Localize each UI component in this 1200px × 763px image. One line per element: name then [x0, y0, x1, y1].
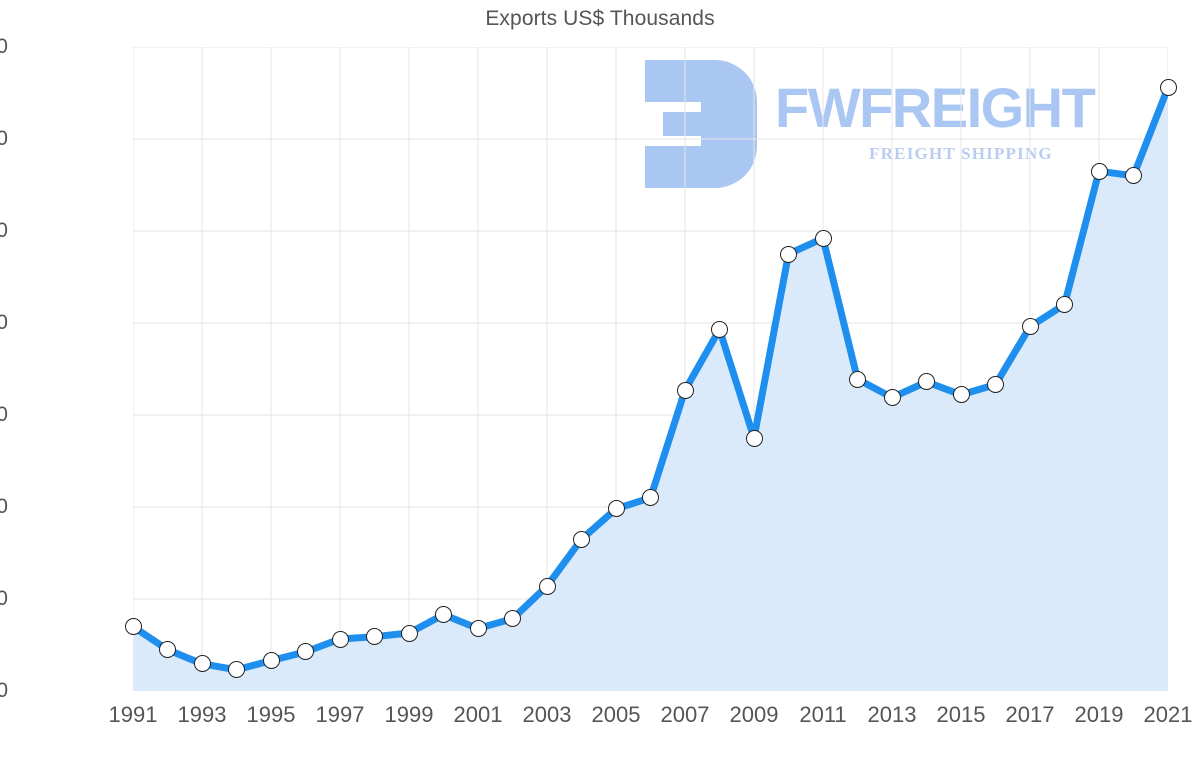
- data-point-marker[interactable]: [400, 624, 418, 642]
- data-point-marker[interactable]: [814, 229, 832, 247]
- data-point-marker[interactable]: [228, 661, 245, 679]
- data-point-marker[interactable]: [1056, 296, 1073, 314]
- chart-title: Exports US$ Thousands: [485, 7, 715, 30]
- data-point-marker[interactable]: [262, 652, 280, 670]
- x-axis-tick-label: 2013: [867, 702, 917, 727]
- data-point-marker[interactable]: [193, 655, 211, 673]
- x-axis-tick-label: 2005: [591, 702, 641, 727]
- data-point-marker[interactable]: [676, 381, 694, 399]
- x-axis-tick-label: 2015: [936, 702, 986, 727]
- x-axis-tick-label: 1999: [384, 702, 434, 727]
- data-point-marker[interactable]: [573, 530, 590, 548]
- data-point-marker[interactable]: [538, 577, 556, 595]
- y-axis-tick-label: 7 000 000: [0, 35, 8, 58]
- data-point-marker[interactable]: [331, 630, 349, 648]
- data-point-marker[interactable]: [504, 610, 521, 628]
- data-point-marker[interactable]: [1125, 167, 1142, 185]
- data-point-marker[interactable]: [435, 606, 452, 624]
- y-axis-tick-label: 4 000 000: [0, 311, 8, 334]
- x-axis-tick-label: 1991: [108, 702, 158, 727]
- y-axis-tick-label: 0: [0, 679, 8, 702]
- data-point-marker[interactable]: [1159, 78, 1177, 96]
- x-axis-tick-label: 1995: [246, 702, 296, 727]
- y-axis-tick-label: 2 000 000: [0, 495, 8, 518]
- x-axis-tick-label: 2021: [1143, 702, 1193, 727]
- y-axis-tick-label: 1 000 000: [0, 587, 8, 610]
- data-point-marker[interactable]: [849, 370, 866, 388]
- plot-area: [133, 47, 1168, 691]
- data-point-marker[interactable]: [883, 389, 901, 407]
- data-point-marker[interactable]: [607, 500, 625, 518]
- data-point-marker[interactable]: [711, 320, 728, 338]
- data-point-marker[interactable]: [952, 386, 970, 404]
- x-axis-tick-label: 2007: [660, 702, 710, 727]
- data-point-marker[interactable]: [780, 245, 797, 263]
- data-point-marker[interactable]: [124, 618, 142, 636]
- data-point-marker[interactable]: [745, 429, 763, 447]
- data-point-marker[interactable]: [987, 376, 1004, 394]
- y-axis-tick-label: 6 000 000: [0, 127, 8, 150]
- x-axis-tick-label: 2019: [1074, 702, 1124, 727]
- x-axis-tick-label: 2009: [729, 702, 779, 727]
- data-point-marker[interactable]: [469, 619, 487, 637]
- x-axis-tick-label: 2001: [453, 702, 503, 727]
- data-point-marker[interactable]: [159, 641, 176, 659]
- data-point-marker[interactable]: [366, 628, 383, 646]
- x-axis-tick-label: 2011: [799, 702, 847, 727]
- area-fill: [133, 87, 1168, 691]
- x-axis-tick-label: 1993: [177, 702, 227, 727]
- x-axis-tick-label: 1997: [315, 702, 365, 727]
- data-point-marker[interactable]: [1021, 318, 1039, 336]
- x-axis-tick-label: 2017: [1005, 702, 1055, 727]
- y-axis-tick-label: 3 000 000: [0, 403, 8, 426]
- y-axis-tick-label: 5 000 000: [0, 219, 8, 242]
- x-axis-tick-label: 2003: [522, 702, 572, 727]
- data-point-marker[interactable]: [1090, 162, 1108, 180]
- data-point-marker[interactable]: [297, 643, 314, 661]
- data-point-marker[interactable]: [918, 373, 935, 391]
- data-point-marker[interactable]: [642, 489, 659, 507]
